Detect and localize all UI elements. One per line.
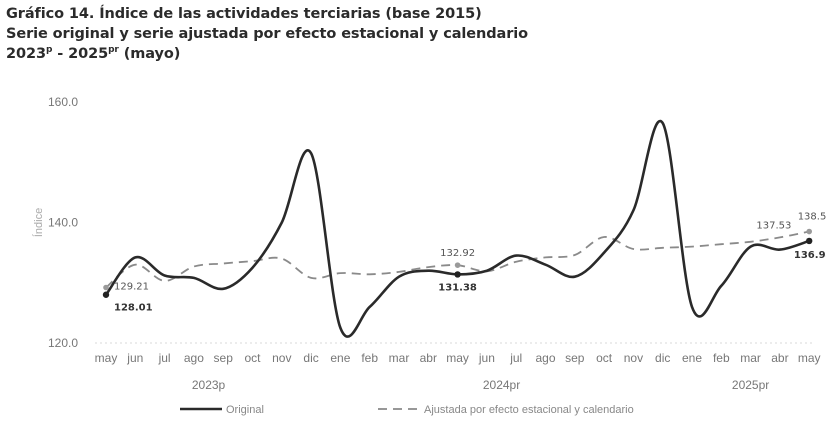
x-tick-label: ene	[682, 351, 702, 365]
x-tick-label: feb	[713, 351, 730, 365]
year-group-label: 2024pr	[483, 378, 520, 392]
x-tick-label: jul	[509, 351, 522, 365]
x-tick-label: abr	[420, 351, 437, 365]
x-tick-label: may	[798, 351, 821, 365]
period-start-sup: p	[45, 45, 53, 56]
legend-label-adjusted: Ajustada por efecto estacional y calenda…	[424, 404, 634, 416]
x-tick-label: nov	[272, 351, 291, 365]
series-line-adjusted	[105, 230, 810, 289]
x-tick-label: ene	[330, 351, 350, 365]
y-tick-label: 120.0	[48, 336, 78, 350]
x-tick-label: sep	[565, 351, 585, 365]
y-tick-label: 140.0	[48, 216, 78, 230]
x-tick-label: jul	[158, 351, 171, 365]
chart-period: 2023p - 2025pr (mayo)	[6, 44, 528, 64]
year-group-label: 2023p	[192, 378, 226, 392]
point-original	[454, 271, 461, 278]
x-tick-label: abr	[771, 351, 788, 365]
x-tick-label: mar	[389, 351, 410, 365]
x-tick-label: oct	[596, 351, 613, 365]
x-tick-label: ago	[535, 351, 555, 365]
data-label: 128.01	[114, 303, 153, 314]
x-tick-label: sep	[214, 351, 234, 365]
data-label: 138.50	[798, 212, 826, 223]
point-adjusted	[454, 262, 461, 268]
series-line-original	[104, 119, 810, 338]
data-label: 136.94	[794, 250, 826, 261]
period-start-year: 2023	[6, 46, 46, 62]
x-tick-label: oct	[244, 351, 261, 365]
point-adjusted	[103, 284, 109, 291]
y-axis-label: Índice	[32, 208, 45, 237]
data-label: 132.92	[440, 248, 475, 259]
chart-title-block: Gráfico 14. Índice de las actividades te…	[6, 4, 528, 64]
period-sep: - 2025	[52, 46, 109, 62]
legend-label-original: Original	[226, 404, 264, 416]
period-end-sup: pr	[108, 45, 119, 56]
period-month: (mayo)	[118, 46, 181, 62]
x-tick-label: ago	[184, 351, 204, 365]
x-tick-label: feb	[361, 351, 378, 365]
chart-title: Gráfico 14. Índice de las actividades te…	[6, 6, 482, 22]
data-label: 129.21	[114, 282, 149, 293]
chart-subtitle: Serie original y serie ajustada por efec…	[6, 26, 528, 42]
point-adjusted	[806, 228, 812, 235]
data-label: 131.38	[438, 282, 477, 293]
x-tick-label: nov	[624, 351, 643, 365]
x-tick-label: dic	[303, 351, 318, 365]
x-tick-label: may	[446, 351, 469, 365]
x-tick-label: mar	[740, 351, 761, 365]
x-tick-label: jun	[478, 351, 495, 365]
x-tick-label: may	[95, 351, 118, 365]
point-original	[102, 291, 110, 298]
year-group-label: 2025pr	[732, 378, 769, 392]
x-tick-label: dic	[655, 351, 670, 365]
x-tick-label: jun	[126, 351, 143, 365]
y-tick-label: 160.0	[48, 95, 78, 109]
data-label: 137.53	[756, 220, 791, 231]
point-original	[806, 237, 813, 245]
